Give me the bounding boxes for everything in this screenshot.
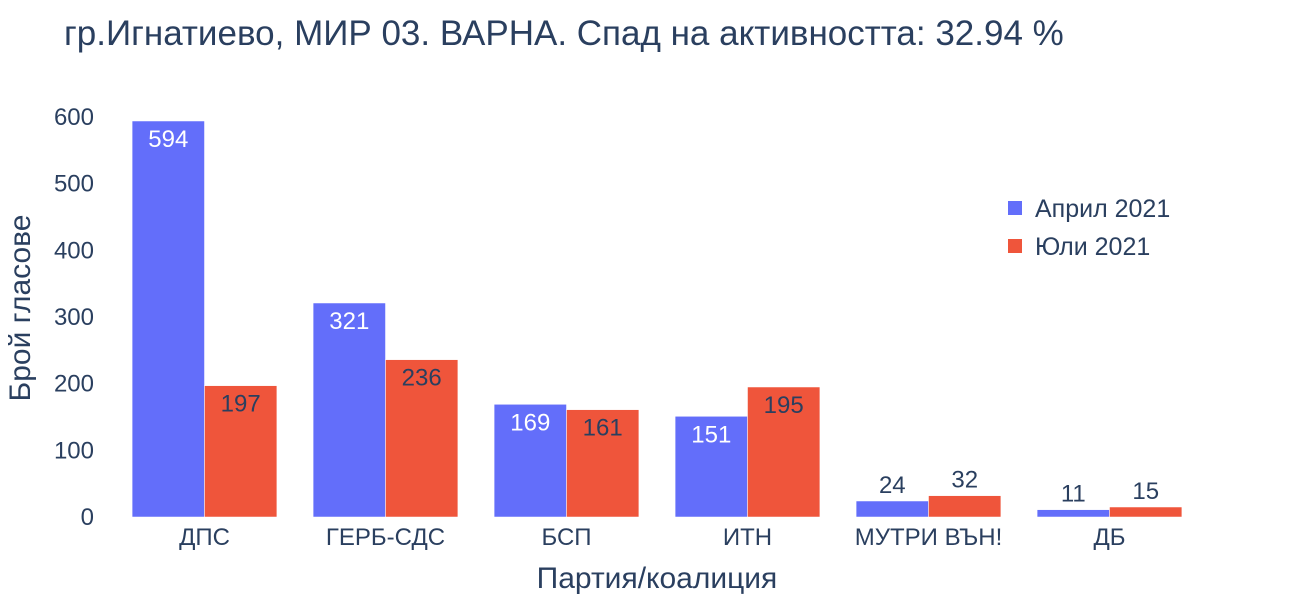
bar-value-label: 195 — [764, 392, 804, 419]
y-tick-label: 400 — [54, 237, 94, 264]
y-axis-title: Брой гласове — [4, 215, 37, 402]
y-tick-label: 0 — [81, 504, 94, 531]
legend[interactable]: Април 2021 Юли 2021 — [1008, 195, 1170, 261]
bar[interactable] — [493, 404, 567, 518]
y-tick-label: 200 — [54, 371, 94, 398]
x-tick-label: ДПС — [179, 524, 230, 551]
bar[interactable] — [131, 120, 205, 518]
y-axis-ticks: 0 100 200 300 400 500 600 — [54, 104, 94, 531]
x-tick-label: МУТРИ ВЪН! — [855, 524, 1002, 551]
bar[interactable] — [566, 409, 640, 518]
y-tick-label: 100 — [54, 437, 94, 464]
bar-value-label: 161 — [583, 415, 623, 442]
bar[interactable] — [385, 359, 459, 518]
bar[interactable] — [855, 500, 929, 518]
bar-value-label: 197 — [221, 391, 261, 418]
bar-value-label: 321 — [329, 308, 369, 335]
bar-value-label: 11 — [1061, 481, 1086, 508]
bar-value-label: 594 — [148, 126, 188, 153]
bar[interactable] — [312, 302, 386, 518]
bar[interactable] — [747, 386, 821, 518]
x-tick-label: ГЕРБ-СДС — [326, 524, 445, 551]
legend-swatch — [1008, 201, 1022, 215]
y-tick-label: 500 — [54, 171, 94, 198]
bars — [131, 120, 1183, 518]
y-tick-label: 300 — [54, 304, 94, 331]
bar-value-label: 24 — [879, 472, 906, 499]
bar[interactable] — [928, 495, 1002, 518]
x-tick-label: ДБ — [1093, 524, 1125, 551]
bar[interactable] — [204, 385, 278, 518]
bar-labels: 594 321 169 151 24 11 197 236 161 195 32 15 — [148, 126, 1159, 508]
bar-value-label: 32 — [951, 467, 978, 494]
chart-title: гр.Игнатиево, МИР 03. ВАРНА. Спад на акт… — [64, 14, 1064, 53]
legend-swatch — [1008, 239, 1022, 253]
bar-value-label: 236 — [402, 365, 442, 392]
x-axis-title: Партия/коалиция — [537, 562, 778, 595]
legend-item-label[interactable]: Юли 2021 — [1035, 233, 1150, 261]
bar[interactable] — [674, 416, 748, 518]
bar-value-label: 151 — [691, 421, 731, 448]
x-axis-ticks: ДПС ГЕРБ-СДС БСП ИТН МУТРИ ВЪН! ДБ — [179, 524, 1125, 551]
legend-item-label[interactable]: Април 2021 — [1035, 195, 1170, 223]
bar[interactable] — [1109, 506, 1183, 518]
bar-value-label: 169 — [510, 409, 550, 436]
x-tick-label: БСП — [541, 524, 591, 551]
bar-value-label: 15 — [1132, 478, 1159, 505]
y-tick-label: 600 — [54, 104, 94, 131]
x-tick-label: ИТН — [723, 524, 772, 551]
bar[interactable] — [1036, 509, 1110, 518]
